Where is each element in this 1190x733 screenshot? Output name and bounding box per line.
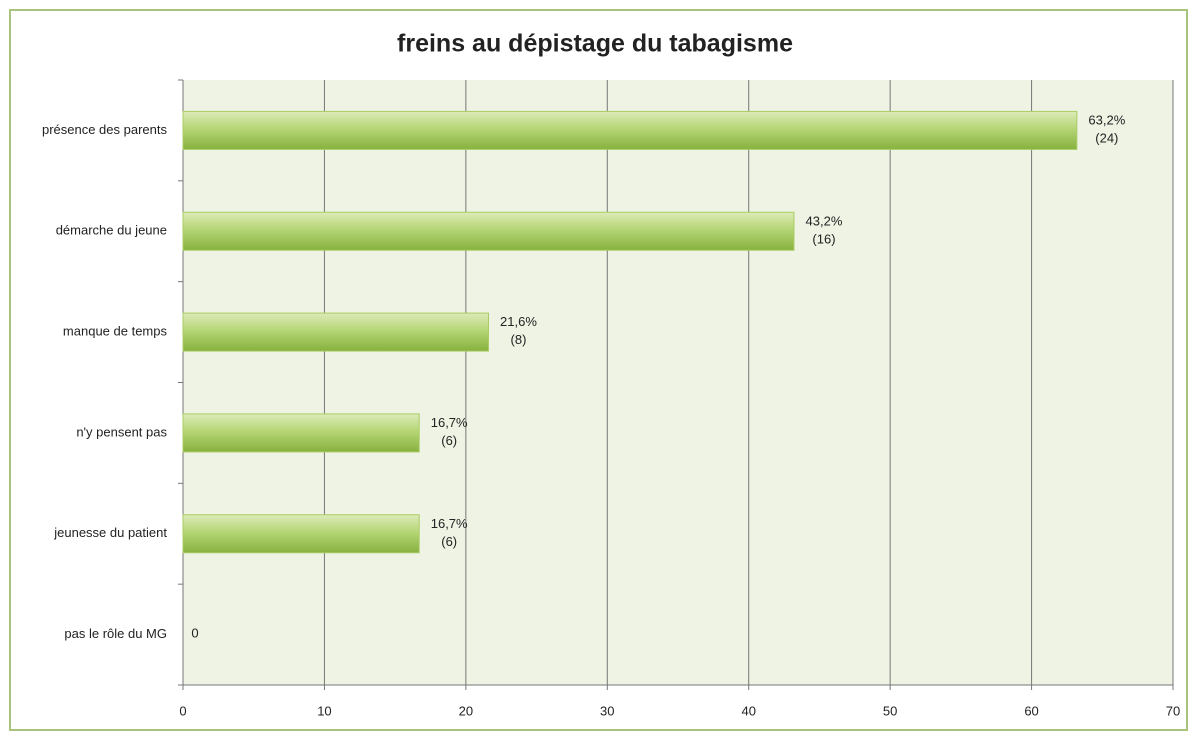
value-label-line: 16,7%	[431, 516, 468, 531]
bar	[182, 413, 420, 453]
bar	[182, 211, 795, 251]
value-label-line: (6)	[441, 534, 457, 549]
value-label-line: (8)	[511, 333, 527, 348]
value-label-line: 21,6%	[500, 315, 537, 330]
x-tick-label: 20	[459, 703, 473, 718]
value-label-line: 0	[191, 626, 198, 641]
x-tick-label: 0	[179, 703, 186, 718]
y-tick-label: présence des parents	[42, 122, 168, 137]
value-label-line: (6)	[441, 433, 457, 448]
bar	[182, 514, 420, 554]
y-tick-label: n'y pensent pas	[76, 424, 167, 439]
x-tick-label: 40	[741, 703, 755, 718]
x-tick-label: 50	[883, 703, 897, 718]
value-label-line: (24)	[1095, 131, 1118, 146]
value-label: 43,2% (16)	[806, 214, 843, 247]
value-label: 0	[191, 626, 198, 641]
value-label: 21,6% (8)	[500, 315, 537, 348]
y-tick-label: manque de temps	[63, 324, 168, 339]
value-label-line: 63,2%	[1088, 113, 1125, 128]
y-tick-label: pas le rôle du MG	[64, 626, 167, 641]
x-tick-label: 60	[1024, 703, 1038, 718]
value-label: 16,7% (6)	[431, 516, 468, 549]
value-label: 16,7% (6)	[431, 415, 468, 448]
value-label-line: (16)	[812, 232, 835, 247]
value-label-line: 16,7%	[431, 415, 468, 430]
chart-title: freins au dépistage du tabagisme	[397, 30, 793, 58]
x-tick-label: 70	[1166, 703, 1180, 718]
value-label: 63,2% (24)	[1088, 113, 1125, 146]
bar	[182, 312, 489, 352]
value-label-line: 43,2%	[806, 214, 843, 229]
plot-area	[183, 80, 1173, 685]
y-tick-label: démarche du jeune	[56, 223, 167, 238]
y-tick-label: jeunesse du patient	[53, 525, 167, 540]
bar	[182, 110, 1078, 150]
x-tick-label: 10	[317, 703, 331, 718]
x-tick-label: 30	[600, 703, 614, 718]
